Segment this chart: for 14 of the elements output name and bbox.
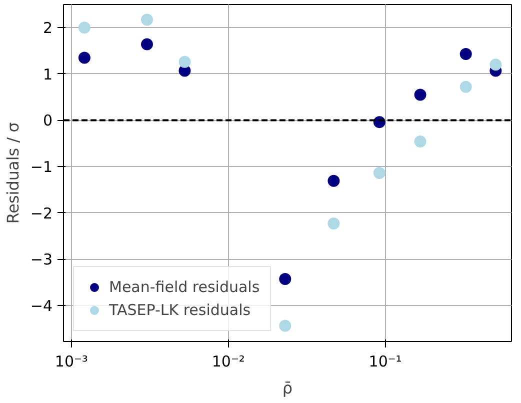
y-tick-label: 0: [42, 112, 53, 130]
y-tick-label: −3: [30, 250, 53, 269]
legend-label: TASEP-LK residuals: [109, 301, 251, 319]
y-tick-label: −1: [30, 158, 53, 176]
y-tick-label: −2: [30, 204, 53, 222]
y-tick-label: 1: [42, 65, 53, 84]
x-tick-label: 10⁻²: [212, 352, 245, 370]
x-tick-label: 10⁻¹: [368, 352, 402, 370]
y-tick-label: 2: [42, 19, 53, 38]
x-axis-title: ρ̄: [282, 378, 293, 398]
y-tick-label: −4: [30, 296, 53, 315]
legend-label: Mean-field residuals: [109, 278, 260, 296]
x-tick-label: 10⁻³: [54, 352, 88, 370]
y-axis-title: Residuals / σ: [3, 122, 22, 224]
